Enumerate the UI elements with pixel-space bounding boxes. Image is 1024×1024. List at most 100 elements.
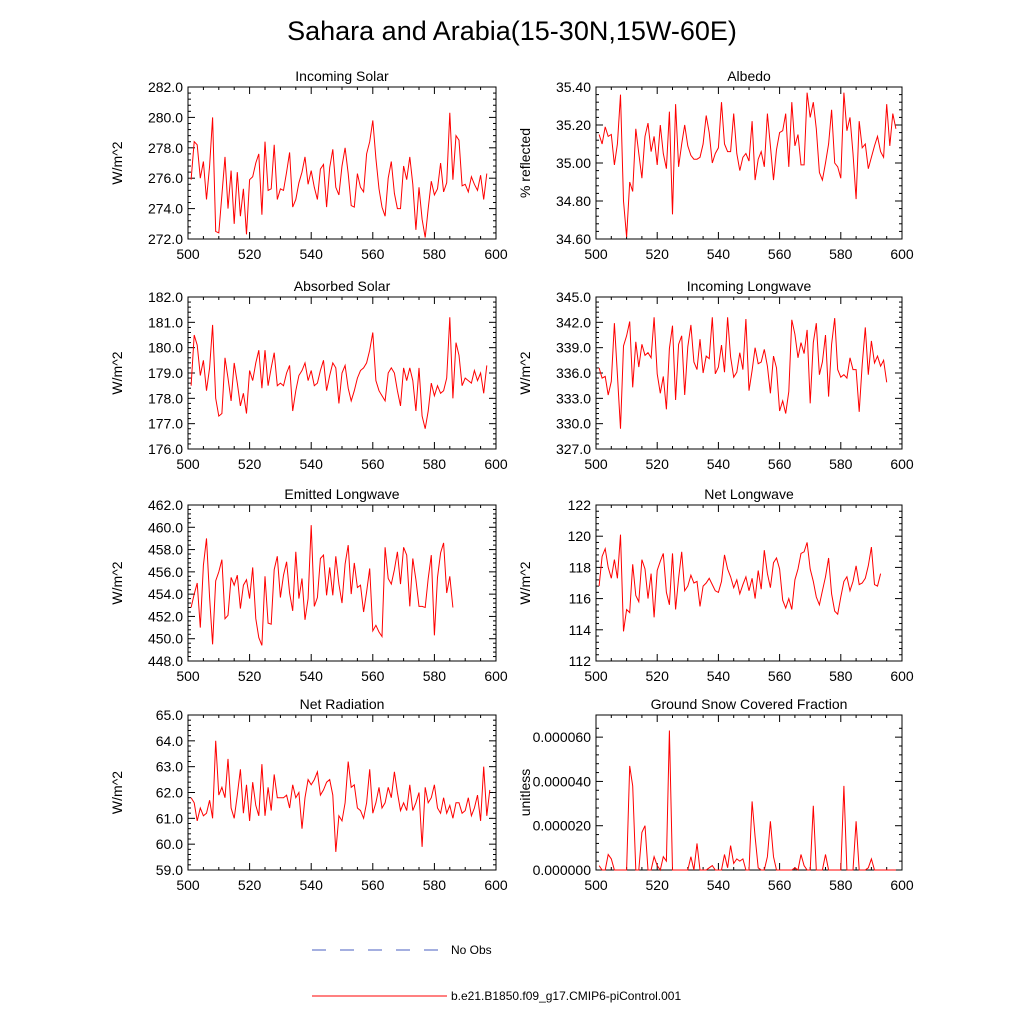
y-tick-label: 60.0 <box>156 836 183 852</box>
x-tick-label: 600 <box>890 456 914 472</box>
y-tick-label: 282.0 <box>148 79 183 95</box>
y-tick-label: 180.0 <box>148 340 183 356</box>
panel-title: Incoming Longwave <box>687 278 812 294</box>
x-tick-label: 560 <box>768 246 792 262</box>
x-tick-label: 580 <box>829 877 853 893</box>
figure-title: Sahara and Arabia(15-30N,15W-60E) <box>287 16 737 46</box>
y-axis-label: W/m^2 <box>517 561 533 604</box>
legend-label-model: b.e21.B1850.f09_g17.CMIP6-piControl.001 <box>451 989 681 1003</box>
y-tick-label: 0.000000 <box>533 862 592 878</box>
x-tick-label: 520 <box>238 456 262 472</box>
panel-absorbed-solar: Absorbed Solar W/m^2 500 520 540 560 580 600 176… <box>109 278 508 472</box>
x-tick-label: 560 <box>768 456 792 472</box>
panel-title: Net Longwave <box>704 486 794 502</box>
y-tick-label: 345.0 <box>556 289 591 305</box>
plot-frame <box>187 504 497 662</box>
y-tick-label: 120 <box>568 528 592 544</box>
x-tick-label: 600 <box>890 246 914 262</box>
y-tick-label: 182.0 <box>148 289 183 305</box>
y-tick-label: 62.0 <box>156 785 183 801</box>
x-tick-label: 560 <box>361 877 385 893</box>
series-line-incoming-solar <box>190 112 488 238</box>
x-tick-label: 580 <box>423 246 447 262</box>
x-tick-label: 540 <box>707 668 731 684</box>
x-tick-label: 500 <box>584 877 608 893</box>
y-tick-label: 0.000040 <box>533 773 592 789</box>
y-tick-label: 59.0 <box>156 862 183 878</box>
x-tick-label: 580 <box>423 668 447 684</box>
plot-frame <box>595 86 903 240</box>
x-tick-label: 500 <box>176 246 200 262</box>
y-tick-label: 63.0 <box>156 759 183 775</box>
y-tick-label: 34.60 <box>556 231 591 247</box>
y-tick-label: 448.0 <box>148 653 183 669</box>
x-tick-label: 600 <box>484 246 508 262</box>
y-axis-label: W/m^2 <box>109 561 125 604</box>
y-tick-label: 280.0 <box>148 109 183 125</box>
x-tick-label: 520 <box>238 668 262 684</box>
y-tick-label: 0.000060 <box>533 729 592 745</box>
y-tick-label: 64.0 <box>156 733 183 749</box>
x-tick-label: 560 <box>361 668 385 684</box>
y-tick-label: 178.0 <box>148 390 183 406</box>
x-tick-label: 500 <box>176 456 200 472</box>
panel-incoming-solar: Incoming Solar W/m^2 500 520 540 560 580 600 272… <box>109 68 508 262</box>
x-tick-label: 520 <box>646 246 670 262</box>
y-tick-label: 35.40 <box>556 79 591 95</box>
series-line-albedo <box>598 92 897 238</box>
y-tick-label: 274.0 <box>148 201 183 217</box>
x-tick-label: 540 <box>707 246 731 262</box>
x-tick-label: 520 <box>646 456 670 472</box>
plot-frame <box>187 714 497 871</box>
x-tick-label: 600 <box>890 877 914 893</box>
y-tick-label: 35.20 <box>556 117 591 133</box>
x-tick-label: 520 <box>238 246 262 262</box>
y-tick-label: 176.0 <box>148 441 183 457</box>
panel-ground-snow-covered-fraction: Ground Snow Covered Fraction unitless 500 5… <box>517 696 914 893</box>
y-tick-label: 342.0 <box>556 314 591 330</box>
y-tick-label: 118 <box>569 559 592 575</box>
x-tick-label: 540 <box>300 668 324 684</box>
y-axis-label: W/m^2 <box>109 141 125 184</box>
x-tick-label: 500 <box>584 668 608 684</box>
plot-frame <box>595 714 903 871</box>
x-tick-label: 500 <box>584 456 608 472</box>
y-tick-label: 333.0 <box>556 390 591 406</box>
y-tick-label: 462.0 <box>148 497 183 513</box>
y-tick-label: 456.0 <box>148 564 183 580</box>
y-tick-label: 116 <box>569 591 592 607</box>
panel-incoming-longwave: Incoming Longwave W/m^2 500 520 540 560 580 600… <box>517 278 914 472</box>
panel-title: Emitted Longwave <box>284 486 399 502</box>
x-tick-label: 600 <box>484 877 508 893</box>
chart-panels: Incoming Solar W/m^2 500 520 540 560 580 600 272… <box>109 68 914 893</box>
panel-net-radiation: Net Radiation W/m^2 500 520 540 560 580 600 59.0… <box>109 696 508 893</box>
series-line-incoming-longwave <box>598 317 888 429</box>
y-tick-label: 34.80 <box>556 193 591 209</box>
panel-albedo: Albedo % reflected 500 520 540 560 580 600 34.60… <box>517 68 914 262</box>
x-tick-label: 540 <box>300 246 324 262</box>
y-tick-label: 0.000020 <box>533 818 592 834</box>
x-tick-label: 560 <box>361 456 385 472</box>
y-tick-label: 177.0 <box>148 416 183 432</box>
series-line-emitted-longwave <box>190 525 454 646</box>
series-line-ground-snow-covered-fraction <box>598 730 896 872</box>
y-axis-label: W/m^2 <box>109 771 125 814</box>
panel-title: Net Radiation <box>300 696 385 712</box>
panel-net-longwave: Net Longwave W/m^2 500 520 540 560 580 600 112 11… <box>517 486 914 684</box>
series-line-absorbed-solar <box>190 317 488 429</box>
x-tick-label: 540 <box>707 877 731 893</box>
y-tick-label: 327.0 <box>556 441 591 457</box>
y-tick-label: 458.0 <box>148 542 183 558</box>
y-tick-label: 339.0 <box>556 340 591 356</box>
x-tick-label: 580 <box>423 877 447 893</box>
y-tick-label: 276.0 <box>148 170 183 186</box>
y-tick-label: 65.0 <box>156 707 183 723</box>
series-line-net-longwave <box>598 534 882 632</box>
x-tick-label: 520 <box>646 877 670 893</box>
x-tick-label: 580 <box>829 246 853 262</box>
x-tick-label: 520 <box>238 877 262 893</box>
y-tick-label: 181.0 <box>148 314 183 330</box>
x-tick-label: 560 <box>768 877 792 893</box>
legend-label-no-obs: No Obs <box>451 943 492 957</box>
